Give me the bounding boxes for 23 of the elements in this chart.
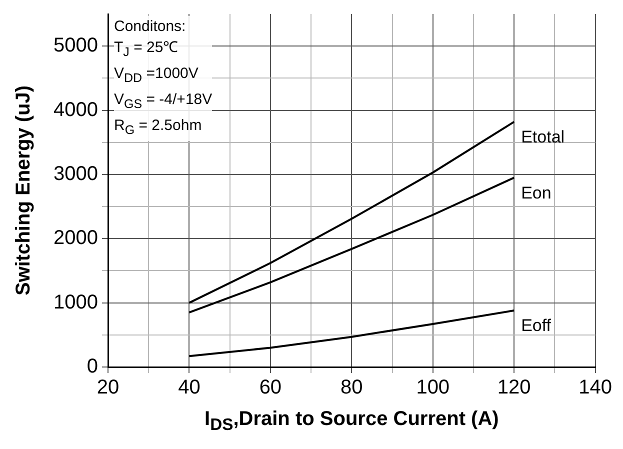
x-tick-label: 140 [578, 376, 612, 399]
y-tick-label: 3000 [54, 162, 98, 185]
x-tick-label: 100 [416, 376, 450, 399]
series-label: Eoff [521, 316, 552, 336]
annotation: V$_{GS}$ = -4/+18V [114, 90, 212, 113]
series-label: Etotal [521, 128, 565, 147]
annotation: Conditons: [114, 17, 187, 37]
y-tick-label: 2000 [54, 227, 98, 250]
y-tick-label: 5000 [54, 34, 98, 57]
series-label: Eon [521, 183, 552, 202]
y-tick-label: 0 [86, 356, 98, 378]
annotation: R$_{G}$ = 2.5ohm [114, 116, 203, 139]
y-tick-label: 4000 [54, 98, 98, 121]
x-tick-label: 120 [497, 376, 531, 399]
x-tick-label: 80 [340, 376, 363, 399]
x-tick-label: 40 [178, 376, 200, 399]
y-tick-label: 1000 [54, 291, 98, 314]
annotation: T$_{J}$ = 25℃ [114, 38, 180, 61]
y-axis-title: Switching Energy (uJ) [12, 85, 35, 296]
x-tick-label: 20 [96, 376, 120, 399]
x-tick-label: 60 [259, 376, 282, 399]
annotation: V$_{DD}$ =1000V [114, 64, 200, 87]
x-axis-title: I$_{DS}$,Drain to Source Current (A) [204, 408, 499, 434]
